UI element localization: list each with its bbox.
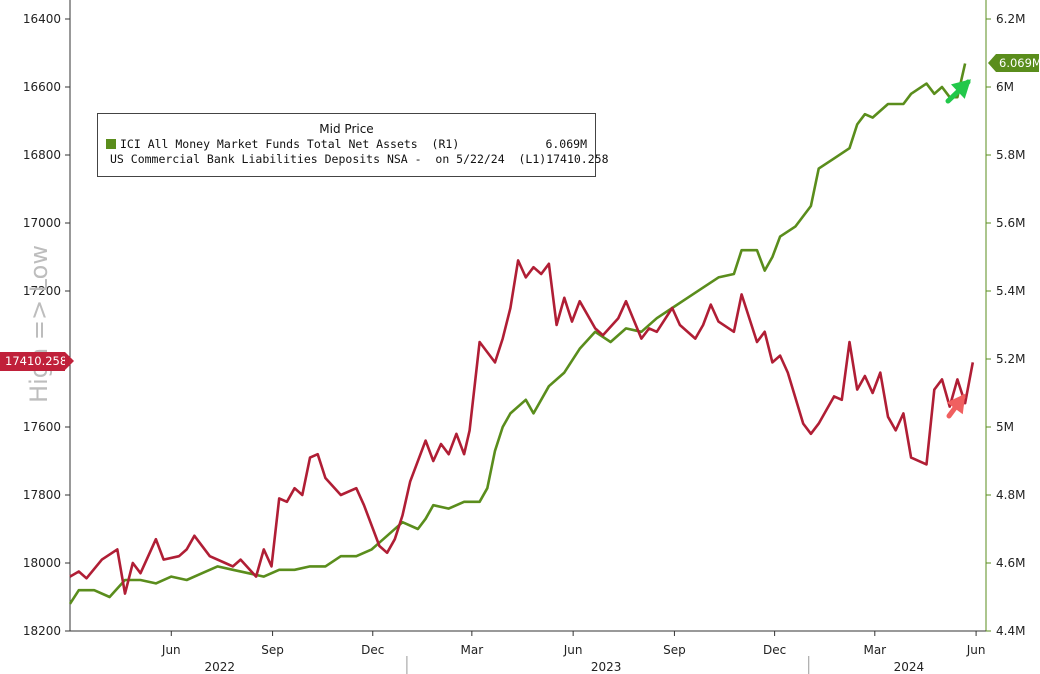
legend-series-name: US Commercial Bank Liabilities Deposits …	[110, 151, 547, 166]
legend: Mid Price ICI All Money Market Funds Tot…	[97, 113, 609, 177]
right-tick-label: 6.2M	[996, 12, 1025, 26]
legend-series-name: ICI All Money Market Funds Total Net Ass…	[120, 136, 460, 151]
legend-swatch-green	[106, 138, 116, 149]
left-tick-label: 18200	[23, 624, 61, 638]
left-tick-label: 16600	[23, 80, 61, 94]
x-tick-label: Jun	[161, 643, 181, 657]
x-tick-label: Sep	[261, 643, 284, 657]
x-tick-label: Dec	[763, 643, 786, 657]
left-tick-label: 16400	[23, 12, 61, 26]
series-line-deposits	[69, 259, 975, 595]
legend-row-mmf: ICI All Money Market Funds Total Net Ass…	[98, 136, 595, 151]
x-tick-label: Jun	[563, 643, 583, 657]
right-tick-label: 6M	[996, 80, 1014, 94]
left-last-value-tag: 17410.258	[0, 352, 74, 371]
red-arrow-icon-head	[946, 393, 966, 415]
left-tick-label: 17600	[23, 420, 61, 434]
watermark-text: High => Low	[24, 245, 53, 403]
right-axis: 6.2M 6M 5.8M 5.6M 5.4M 5.2M 5M 4.8M 4.6M 4.4M	[985, 0, 1025, 638]
right-tick-label: 5.4M	[996, 284, 1025, 298]
legend-title: Mid Price	[319, 122, 374, 136]
right-tick-label: 5.6M	[996, 216, 1025, 230]
year-label: 2024	[894, 660, 925, 674]
year-label: 2023	[591, 660, 622, 674]
green-arrow-icon-head	[950, 79, 971, 99]
right-tick-label: 5M	[996, 420, 1014, 434]
left-axis: 1640016600168001700017200174001760017800…	[23, 0, 71, 638]
year-label: 2022	[204, 660, 235, 674]
legend-series-value: 6.069M	[545, 136, 587, 151]
x-tick-label: Mar	[461, 643, 484, 657]
right-tick-label: 4.4M	[996, 624, 1025, 638]
right-tick-label: 5.2M	[996, 352, 1025, 366]
left-tick-label: 17000	[23, 216, 61, 230]
right-last-value-tag: 6.069M	[988, 54, 1040, 72]
left-tick-label: 16800	[23, 148, 61, 162]
indicator-arrows	[945, 79, 971, 419]
series-lines	[68, 63, 975, 605]
x-tick-label: Sep	[663, 643, 686, 657]
x-tick-label: Jun	[966, 643, 986, 657]
x-tick-label: Dec	[361, 643, 384, 657]
right-tick-label: 4.6M	[996, 556, 1025, 570]
left-tick-label: 17800	[23, 488, 61, 502]
green-arrow-icon	[945, 79, 971, 104]
series-line-money-market-funds	[68, 63, 967, 605]
x-axis: Jun Sep Dec Mar Jun Sep Dec Mar Jun 2022 2023 2024	[70, 630, 986, 674]
right-tick-label: 4.8M	[996, 488, 1025, 502]
red-arrow-icon	[946, 393, 966, 419]
x-tick-label: Mar	[863, 643, 886, 657]
left-tick-label: 18000	[23, 556, 61, 570]
legend-series-value: 17410.258	[546, 151, 609, 166]
right-tick-label: 5.8M	[996, 148, 1025, 162]
legend-row-deposits: US Commercial Bank Liabilities Deposits …	[98, 151, 609, 166]
left-tick-label: 17200	[23, 284, 61, 298]
